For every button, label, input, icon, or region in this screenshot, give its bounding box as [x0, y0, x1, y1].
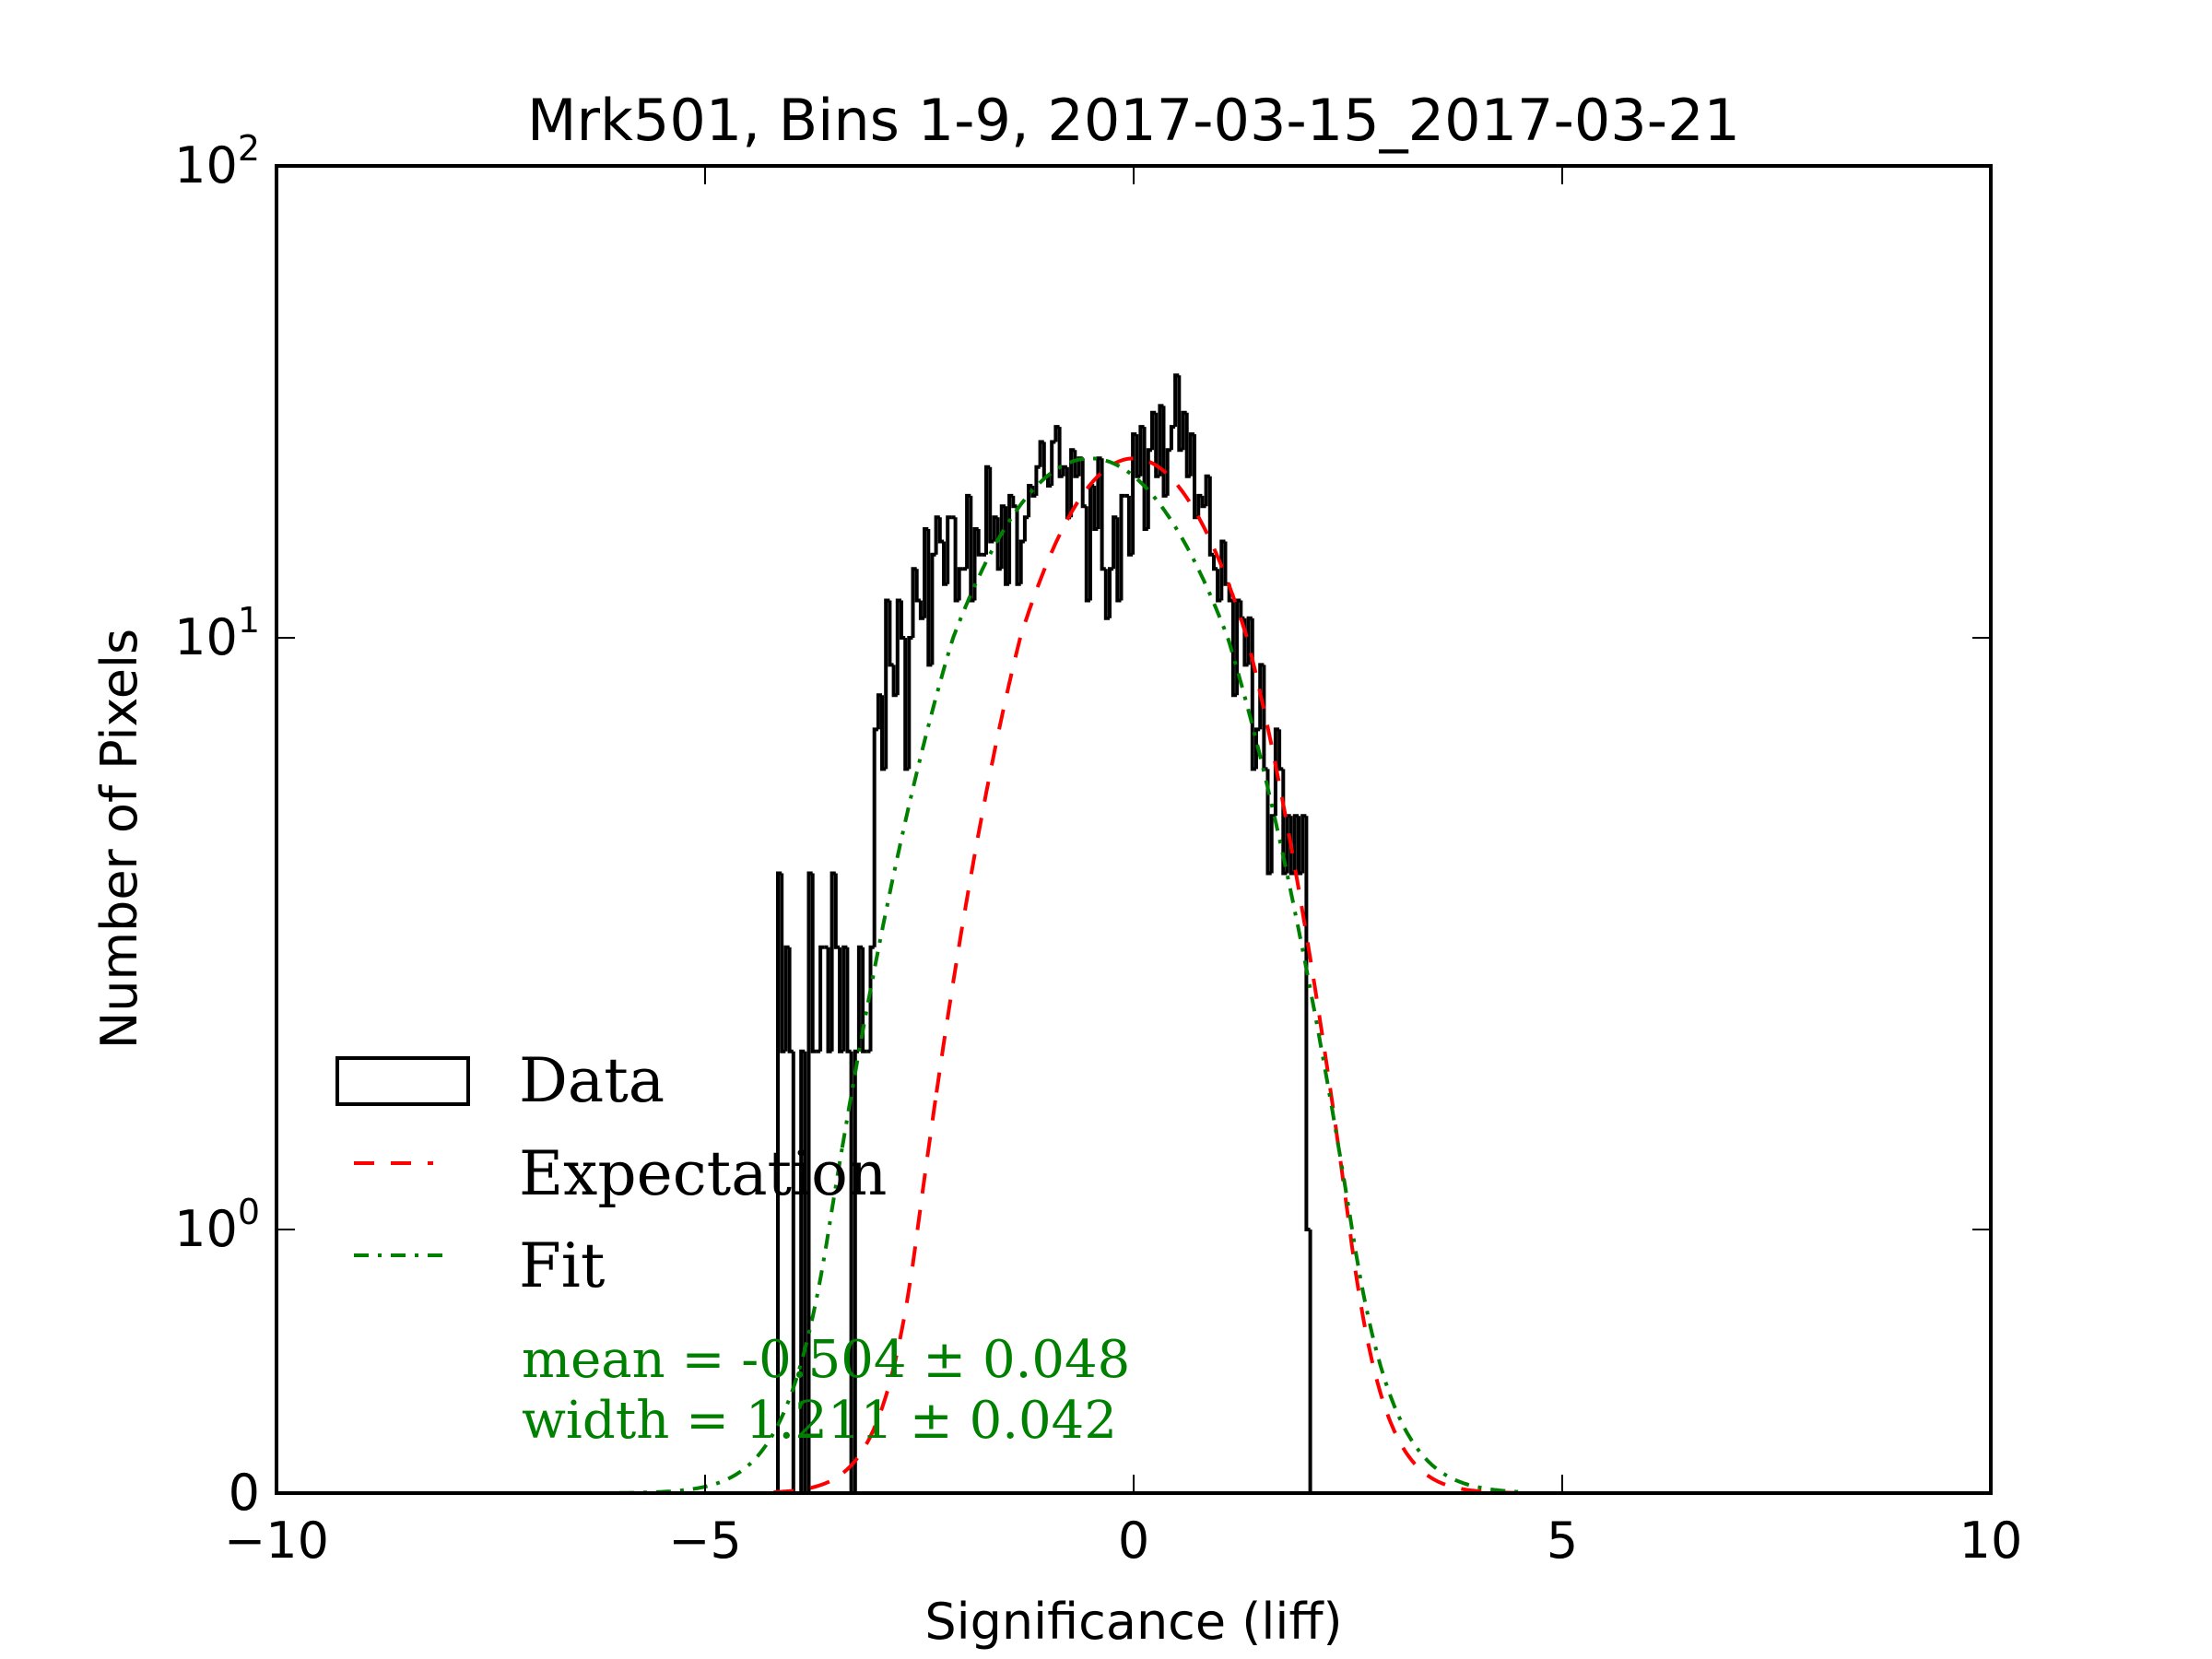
histogram-bin: [1041, 441, 1048, 478]
histogram-bin: [1165, 448, 1171, 496]
histogram-bin: [1011, 495, 1018, 509]
histogram-bin: [1207, 476, 1214, 557]
legend: Data Expectation Fit: [335, 1045, 887, 1301]
histogram-bin: [1100, 458, 1106, 571]
data-histogram: [776, 373, 1314, 1495]
histogram-bin: [1018, 539, 1025, 584]
plot-area: [619, 373, 1520, 1495]
histogram-bin: [907, 636, 913, 770]
histogram-bin: [818, 945, 825, 1052]
histogram-bin: [914, 569, 921, 603]
histogram-bin: [1304, 816, 1311, 1231]
histogram-bin: [1080, 458, 1087, 509]
chart-title: Mrk501, Bins 1-9, 2017-03-15_2017-03-21: [527, 87, 1740, 154]
legend-item-fit: Fit: [354, 1230, 605, 1301]
legend-label-fit: Fit: [519, 1230, 605, 1301]
histogram-bin: [937, 517, 944, 544]
histogram-bin: [957, 567, 963, 601]
fit-width-annotation: width = 1.211 ± 0.042: [522, 1391, 1117, 1451]
histogram-bin: [872, 727, 878, 947]
histogram-bin: [787, 947, 794, 1053]
histogram-bin: [930, 552, 936, 665]
x-tick-label: 5: [1547, 1512, 1578, 1570]
legend-label-data: Data: [519, 1045, 665, 1116]
y-tick-label: 101: [174, 600, 260, 666]
histogram-bin: [845, 947, 852, 1053]
x-tick-label: −5: [668, 1512, 742, 1570]
histogram-bin: [888, 600, 894, 667]
histogram-bin: [1308, 1230, 1314, 1495]
histogram-bin: [810, 873, 817, 1053]
x-tick-label: 10: [1959, 1512, 2023, 1570]
fit-line: [840, 456, 1520, 1494]
histogram-bin: [900, 600, 906, 640]
histogram-bin: [1108, 567, 1114, 618]
histogram-bin: [1262, 665, 1268, 771]
expectation-line-tail: [773, 1092, 939, 1494]
histogram-bin: [1022, 515, 1030, 542]
y-tick-label: 102: [174, 128, 260, 194]
histogram-bin: [1119, 493, 1125, 601]
x-tick-label: −10: [224, 1512, 329, 1570]
legend-swatch-data: [335, 1056, 470, 1106]
histogram-bin: [976, 529, 982, 557]
fit-mean-annotation: mean = -0.504 ± 0.048: [522, 1330, 1130, 1390]
histogram-bin: [1277, 729, 1284, 771]
y-axis: 0 100 101 102: [174, 128, 1991, 1522]
histogram-bin: [1223, 541, 1230, 586]
y-tick-label: 100: [174, 1192, 260, 1258]
histogram-bin: [861, 947, 867, 1053]
legend-label-expectation: Expectation: [519, 1138, 887, 1209]
x-tick-label: 0: [1118, 1512, 1149, 1570]
y-axis-label: Number of Pixels: [90, 629, 148, 1049]
histogram-bin: [1239, 600, 1245, 620]
expectation-curve: [773, 456, 1520, 1495]
histogram-bin: [1050, 440, 1056, 486]
legend-item-data: Data: [335, 1045, 665, 1116]
histogram-bin: [1007, 493, 1014, 584]
x-axis: −10 −5 0 5 10: [224, 166, 2022, 1570]
histogram-bin: [946, 515, 952, 584]
x-axis-label: Significance (liff): [924, 1593, 1342, 1651]
histogram-bin: [833, 873, 840, 949]
histogram-bin: [1169, 425, 1176, 451]
y-tick-label: 0: [229, 1464, 260, 1522]
legend-item-expectation: Expectation: [354, 1138, 887, 1209]
